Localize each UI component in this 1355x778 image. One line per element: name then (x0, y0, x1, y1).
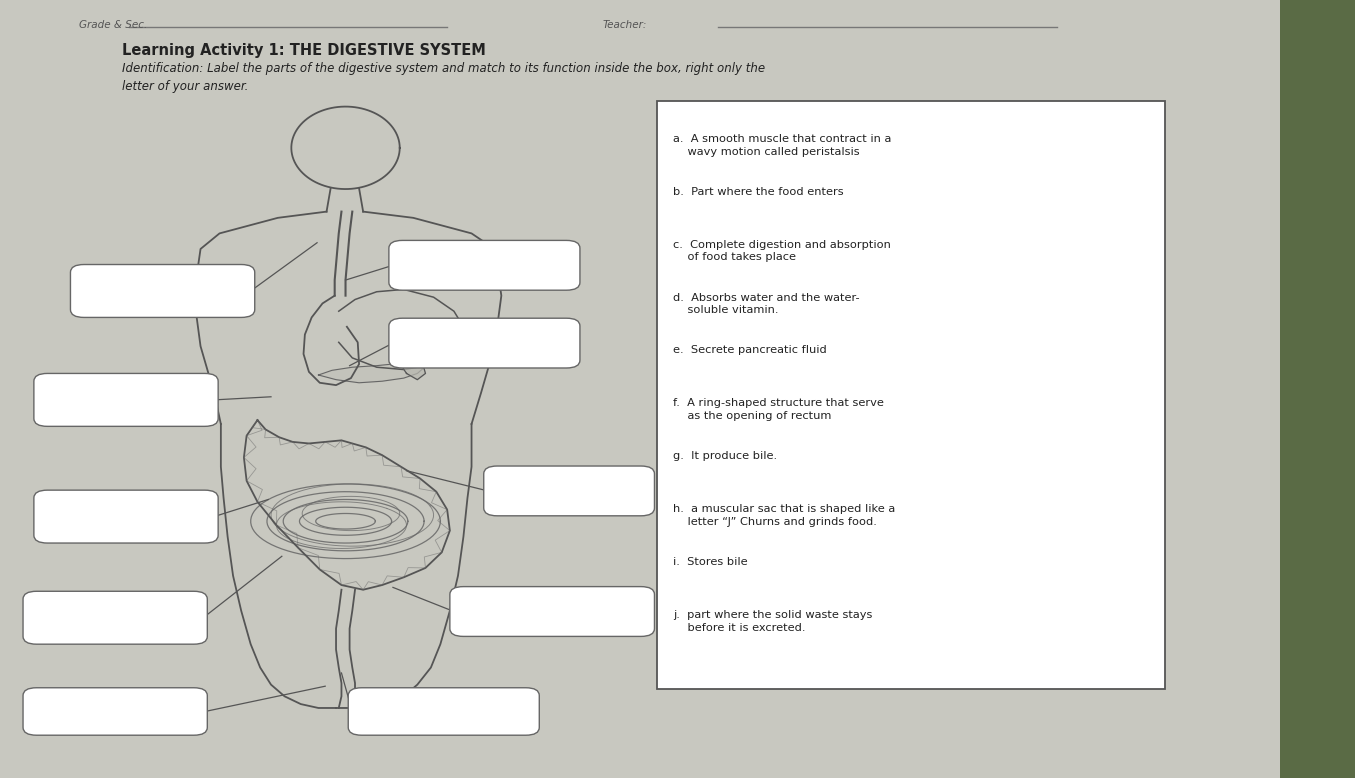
Text: c.  Complete digestion and absorption
    of food takes place: c. Complete digestion and absorption of … (673, 240, 892, 262)
FancyBboxPatch shape (450, 587, 654, 636)
Text: 1.: 1. (84, 285, 96, 297)
Text: e.  Secrete pancreatic fluid: e. Secrete pancreatic fluid (673, 345, 827, 356)
Text: 6.: 6. (497, 485, 509, 497)
Text: 2.: 2. (402, 259, 415, 272)
Polygon shape (318, 363, 423, 383)
Text: f.  A ring-shaped structure that serve
    as the opening of rectum: f. A ring-shaped structure that serve as… (673, 398, 885, 421)
FancyBboxPatch shape (23, 591, 207, 644)
Text: 4.: 4. (402, 337, 415, 349)
FancyBboxPatch shape (348, 688, 539, 735)
Text: Grade & Sec.: Grade & Sec. (79, 20, 146, 30)
FancyBboxPatch shape (484, 466, 654, 516)
Text: Learning Activity 1: THE DIGESTIVE SYSTEM: Learning Activity 1: THE DIGESTIVE SYSTE… (122, 43, 486, 58)
Text: 5.: 5. (47, 510, 60, 523)
Text: 3.: 3. (47, 394, 60, 406)
FancyBboxPatch shape (657, 101, 1165, 689)
Text: letter of your answer.: letter of your answer. (122, 80, 248, 93)
Text: i.  Stores bile: i. Stores bile (673, 557, 748, 567)
Text: h.  a muscular sac that is shaped like a
    letter “J” Churns and grinds food.: h. a muscular sac that is shaped like a … (673, 504, 896, 527)
Text: Identification: Label the parts of the digestive system and match to its functio: Identification: Label the parts of the d… (122, 62, 766, 75)
Text: a.  A smooth muscle that contract in a
    wavy motion called peristalsis: a. A smooth muscle that contract in a wa… (673, 134, 892, 156)
Text: j.  part where the solid waste stays
    before it is excreted.: j. part where the solid waste stays befo… (673, 610, 873, 633)
FancyBboxPatch shape (23, 688, 207, 735)
Text: g.  It produce bile.: g. It produce bile. (673, 451, 778, 461)
Text: d.  Absorbs water and the water-
    soluble vitamin.: d. Absorbs water and the water- soluble … (673, 293, 860, 315)
Text: 8.: 8. (463, 605, 476, 618)
FancyBboxPatch shape (34, 373, 218, 426)
FancyBboxPatch shape (389, 240, 580, 290)
Text: 9.: 9. (362, 705, 374, 718)
FancyBboxPatch shape (389, 318, 580, 368)
Polygon shape (402, 361, 425, 380)
FancyBboxPatch shape (70, 265, 255, 317)
Text: b.  Part where the food enters: b. Part where the food enters (673, 187, 844, 197)
FancyBboxPatch shape (34, 490, 218, 543)
FancyBboxPatch shape (1280, 0, 1355, 778)
Text: 10.: 10. (37, 705, 57, 718)
Text: Teacher:: Teacher: (603, 20, 648, 30)
Polygon shape (339, 289, 463, 370)
Text: 7.: 7. (37, 612, 49, 624)
